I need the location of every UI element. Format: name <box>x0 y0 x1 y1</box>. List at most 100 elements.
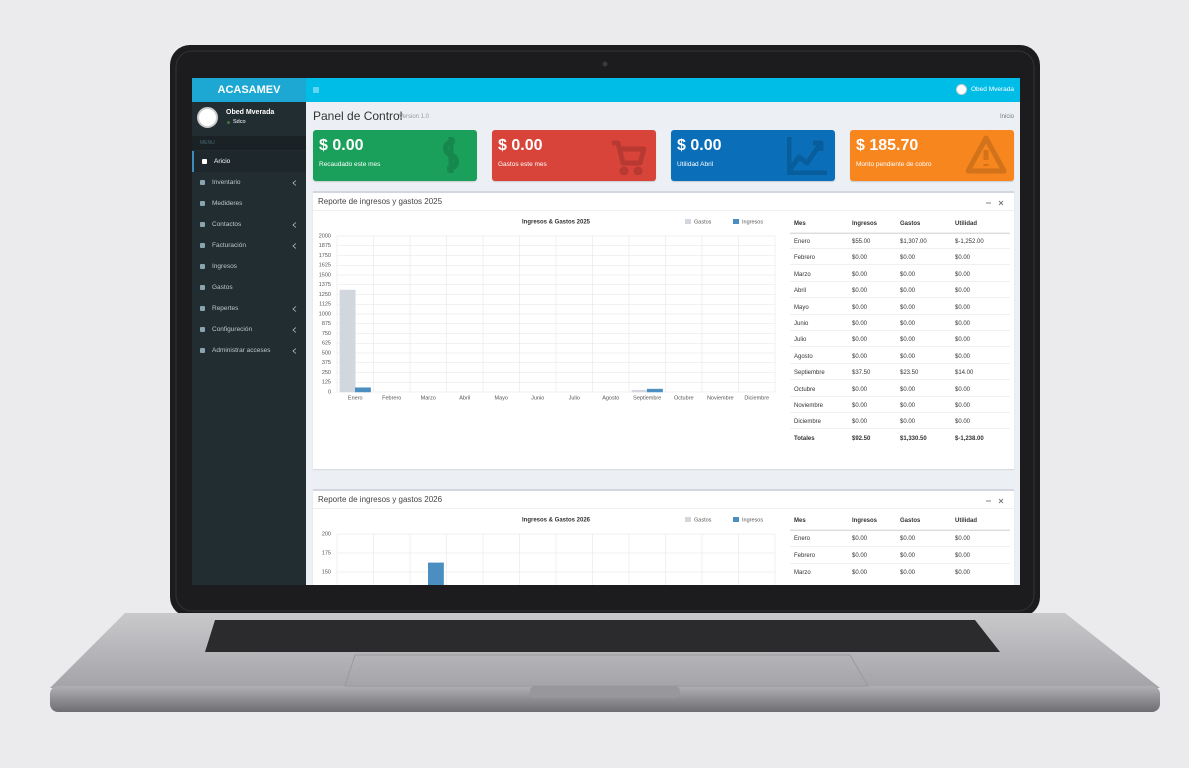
screen: ACASAMEV Obed Mverada Obed Mverada Sdco … <box>192 78 1020 585</box>
table-cell: $0.00 <box>852 403 868 410</box>
table-cell: $0.00 <box>955 255 971 262</box>
table-cell: $14.00 <box>955 370 974 377</box>
panel-header-rule <box>313 210 1014 211</box>
x-tick-label: Octubre <box>674 395 694 401</box>
table-cell: $1,330.50 <box>900 435 927 442</box>
submenu-chevron <box>292 306 297 312</box>
table-cell: $0.00 <box>900 353 916 360</box>
chevron <box>292 348 297 354</box>
bar <box>647 388 663 393</box>
y-tick-label: 1625 <box>319 263 331 269</box>
table-cell: $0.00 <box>900 255 916 262</box>
info-box[interactable]: $ 185.70 Monto pendiente de cobro <box>850 130 1014 181</box>
header-rule <box>790 529 1010 532</box>
menu-icon <box>200 264 205 269</box>
y-tick-label: 175 <box>322 550 331 556</box>
menu-label: Aricio <box>214 158 231 165</box>
submenu-chevron <box>292 243 297 249</box>
table-header: Gastos <box>900 518 921 524</box>
menu-icon <box>200 243 205 248</box>
table-cell: $92.50 <box>852 435 871 442</box>
table-cell: $0.00 <box>900 288 916 295</box>
panel-tools[interactable] <box>984 199 1008 207</box>
close-icon[interactable] <box>998 498 1004 504</box>
info-box[interactable]: $ 0.00 Gastos este mes <box>492 130 656 181</box>
table-cell: Diciembre <box>794 419 822 426</box>
menu-item[interactable]: Configureción <box>192 319 306 340</box>
info-value: $ 0.00 <box>677 137 722 154</box>
table-cell: Enero <box>794 536 811 543</box>
brand[interactable]: ACASAMEV <box>192 78 306 102</box>
table-cell: Octubre <box>794 386 816 393</box>
sidebar-status: Sdco <box>233 119 246 125</box>
x-tick-label: Agosto <box>602 395 619 401</box>
chevron <box>292 222 297 228</box>
submenu-chevron <box>292 327 297 333</box>
icon-shape <box>612 140 647 175</box>
table-header: Gastos <box>900 221 921 227</box>
legend-swatch <box>733 219 739 224</box>
panel-header-rule <box>313 508 1014 509</box>
menu-item[interactable]: Administrar acceses <box>192 340 306 361</box>
info-icon <box>787 137 827 175</box>
info-value: $ 0.00 <box>498 137 543 154</box>
table-cell: $0.00 <box>900 536 916 543</box>
menu-item[interactable]: Inventario <box>192 172 306 193</box>
menu-item[interactable]: Aricio <box>192 151 306 172</box>
info-label: Gastos este mes <box>498 161 547 168</box>
menu-toggle[interactable] <box>312 86 320 94</box>
row-rule <box>790 379 1010 381</box>
info-box[interactable]: $ 0.00 Recaudado este mes <box>313 130 477 181</box>
table-cell: $0.00 <box>955 403 971 410</box>
breadcrumb[interactable]: Inicio <box>999 114 1014 120</box>
menu-item[interactable]: Medideres <box>192 193 306 214</box>
table-cell: $0.00 <box>900 321 916 328</box>
menu-label: Gastos <box>212 284 233 291</box>
user-name[interactable]: Obed Mverada <box>971 86 1014 93</box>
table-cell: $0.00 <box>955 536 971 543</box>
legend-swatch <box>685 219 691 224</box>
header-rule <box>790 232 1010 234</box>
panel-tools[interactable] <box>984 497 1008 505</box>
sidebar-user: Obed Mverada <box>226 109 275 116</box>
table-cell: $0.00 <box>852 353 868 360</box>
x-tick-label: Julio <box>569 395 580 401</box>
y-tick-label: 875 <box>322 321 331 327</box>
panel-title: Reporte de ingresos y gastos 2026 <box>318 495 443 504</box>
submenu-chevron <box>292 222 297 228</box>
table-cell: $0.00 <box>852 419 868 426</box>
table-cell: Abril <box>794 288 807 295</box>
table-cell: $1,307.00 <box>900 239 927 246</box>
y-tick-label: 150 <box>322 569 331 575</box>
row-rule <box>790 313 1010 315</box>
menu-label: Facturación <box>212 242 246 249</box>
menu-item[interactable]: Facturación <box>192 235 306 256</box>
submenu-chevron <box>292 348 297 354</box>
menu-item[interactable]: Repertes <box>192 298 306 319</box>
data-table: Mes Ingresos Gastos Utilidad Enero $55.00 $1,3… <box>790 221 1010 451</box>
table-cell: $37.50 <box>852 370 871 377</box>
menu-item[interactable]: Gastos <box>192 277 306 298</box>
table-cell: Febrero <box>794 255 816 262</box>
table-cell: $0.00 <box>852 570 868 577</box>
x-tick-label: Noviembre <box>707 395 734 401</box>
bezel <box>175 50 1035 612</box>
menu-item[interactable]: Ingresos <box>192 256 306 277</box>
close-icon[interactable] <box>998 200 1004 206</box>
report-panel: Reporte de ingresos y gastos 2026 Ingres… <box>313 489 1014 585</box>
y-tick-label: 1125 <box>319 302 331 308</box>
info-value: $ 185.70 <box>856 137 919 154</box>
status-dot <box>227 121 230 124</box>
info-icon <box>612 140 647 175</box>
bar <box>339 289 356 393</box>
table-cell: Enero <box>794 239 811 246</box>
x-tick-label: Marzo <box>421 395 436 401</box>
info-box[interactable]: $ 0.00 Utilidad Abril <box>671 130 835 181</box>
table-cell: Febrero <box>794 553 816 560</box>
row-rule <box>790 528 1010 530</box>
menu-label: Contactos <box>212 221 242 228</box>
y-tick-label: 1375 <box>319 282 331 288</box>
legend-label: Ingresos <box>742 219 763 225</box>
menu-item[interactable]: Contactos <box>192 214 306 235</box>
